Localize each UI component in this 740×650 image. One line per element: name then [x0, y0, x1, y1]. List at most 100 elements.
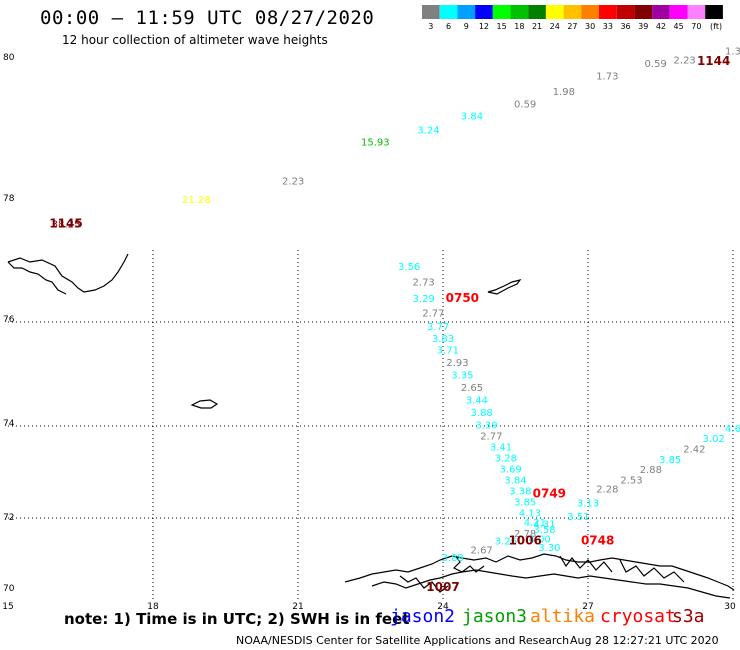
- legend-swatch: [422, 5, 440, 19]
- legend-swatch: [510, 5, 529, 19]
- footer-timestamp: Aug 28 12:27:21 UTC 2020: [570, 634, 719, 647]
- svalbard-coast: [7, 253, 129, 295]
- legend-swatch: [563, 5, 582, 19]
- legend-label: 18: [514, 22, 524, 31]
- pass-time-label: 0750: [446, 291, 479, 305]
- wave-height-label: 21.28: [182, 195, 211, 206]
- legend-swatch: [652, 5, 670, 19]
- wave-height-label: 2.28: [596, 485, 618, 496]
- lat-lon-grid: [8, 250, 735, 600]
- wave-height-label: 0.59: [514, 100, 536, 111]
- lat-label-78: 78: [3, 194, 15, 204]
- legend-swatch: [439, 5, 458, 19]
- pass-time-label: 1145: [49, 216, 82, 230]
- legend-label: 15: [497, 22, 507, 31]
- legend-label: 45: [674, 22, 684, 31]
- legend-swatch: [687, 5, 706, 19]
- wave-height-label: 3.39: [475, 420, 497, 431]
- pass-time-label: 1006: [508, 533, 541, 547]
- lon-label-27: 27: [582, 602, 593, 612]
- wave-height-label: 3.83: [432, 334, 454, 345]
- wave-height-label: 2.67: [471, 546, 493, 557]
- wave-height-label: 3.28: [495, 453, 517, 464]
- wave-height-label: 3.88: [442, 553, 464, 564]
- wave-height-label: 3.51: [567, 512, 589, 523]
- satellite-label-s3a: s3a: [672, 606, 705, 627]
- wave-height-label: 3.69: [500, 464, 522, 475]
- wave-height-label: 3.41: [490, 442, 512, 453]
- longitude-labels: 15 18 21 24 27 30: [2, 602, 736, 612]
- wave-height-label: 4.6: [725, 424, 740, 435]
- legend-label: 12: [479, 22, 489, 31]
- wave-height-label: 2.77: [480, 431, 502, 442]
- lat-label-80: 80: [3, 53, 15, 63]
- wave-height-observations: 38.25 21.28 2.23 15.93 3.24 3.84 0.59 1.98 1.73 0…: [52, 46, 740, 564]
- pass-time-label: 1007: [426, 580, 459, 594]
- pass-time-label: 1144: [697, 54, 730, 68]
- wave-height-label: 1.3: [725, 46, 740, 57]
- legend-swatch: [581, 5, 599, 19]
- wave-height-label: 1.73: [596, 72, 618, 83]
- wave-height-label: 38.25: [52, 219, 81, 230]
- wave-height-label: 4.31: [533, 519, 555, 530]
- legend-label: (ft): [710, 22, 722, 31]
- wave-height-label: 2.88: [640, 465, 662, 476]
- legend-swatch: [545, 5, 564, 19]
- legend-swatch: [528, 5, 546, 19]
- bjornoya-coast: [190, 399, 219, 409]
- lon-label-15: 15: [2, 602, 13, 612]
- wave-height-label: 2.23: [282, 177, 304, 188]
- wave-height-label: 3.30: [538, 543, 560, 554]
- wave-height-label: 3.85: [659, 455, 681, 466]
- wave-height-label: 4.21: [524, 518, 546, 529]
- satellite-label-altika: altika: [530, 606, 596, 627]
- wave-height-label: 3.26: [495, 536, 517, 547]
- wave-height-label: 3.84: [504, 476, 526, 487]
- legend-swatch: [616, 5, 635, 19]
- legend-label: 33: [603, 22, 613, 31]
- lon-label-30: 30: [724, 602, 736, 612]
- legend-swatch: [475, 5, 493, 19]
- wave-height-label: 2.78: [514, 529, 536, 540]
- lon-label-18: 18: [147, 602, 159, 612]
- wave-height-label: 3.38: [509, 487, 531, 498]
- wave-height-label: 3.77: [427, 322, 449, 333]
- map-subtitle: 12 hour collection of altimeter wave hei…: [62, 33, 328, 47]
- wave-height-label: 1.98: [553, 87, 575, 98]
- legend-label: 36: [620, 22, 630, 31]
- norway-islands: [371, 569, 731, 599]
- fjord-detail-2: [559, 555, 613, 573]
- wave-height-label: 3.88: [471, 408, 493, 419]
- legend-label: 70: [691, 22, 701, 31]
- lon-label-24: 24: [437, 602, 449, 612]
- footer-credit: NOAA/NESDIS Center for Satellite Applica…: [236, 634, 570, 647]
- wave-height-label: 2.23: [674, 56, 696, 67]
- wave-height-label: 3.02: [703, 434, 725, 445]
- legend-swatch: [705, 5, 723, 19]
- legend-label: 30: [585, 22, 595, 31]
- legend-label: 42: [656, 22, 666, 31]
- wave-height-label: 3.71: [437, 346, 459, 357]
- wave-height-label: 3.35: [451, 371, 473, 382]
- wave-height-label: 2.53: [620, 476, 642, 487]
- color-legend: 3 6 9 12 15 18 21 24 27 30 33 36 39 42 45 70 (ft): [422, 5, 723, 31]
- fjord-detail-1: [452, 555, 485, 573]
- satellite-label-jason2: jason2: [390, 606, 456, 627]
- wave-height-label: 3.29: [413, 294, 435, 305]
- lat-label-72: 72: [3, 513, 14, 523]
- legend-swatch: [634, 5, 653, 19]
- latitude-labels: 80 78 76 74 72 70: [3, 53, 15, 594]
- note-text: note: 1) Time is in UTC; 2) SWH is in fe…: [64, 610, 410, 628]
- wave-height-label: 2.93: [446, 358, 468, 369]
- wave-height-label: 2.77: [422, 309, 444, 320]
- legend-label: 3: [428, 22, 433, 31]
- lat-label-76: 76: [3, 315, 15, 325]
- wave-height-label: 0.59: [645, 59, 667, 70]
- wave-height-label: 3.84: [461, 112, 483, 123]
- wave-height-label: 3.44: [466, 396, 488, 407]
- legend-swatch: [457, 5, 476, 19]
- pass-time-label: 0749: [533, 486, 566, 500]
- wave-height-label: 2.65: [461, 383, 483, 394]
- lat-label-70: 70: [3, 584, 15, 594]
